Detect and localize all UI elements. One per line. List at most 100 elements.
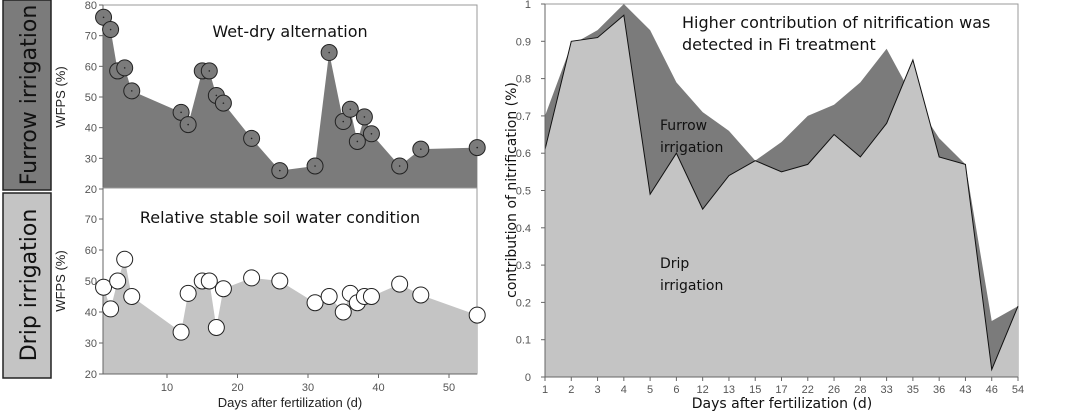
y-tick-label: 0.2 (516, 297, 531, 309)
y-axis-label: WFPS (%) (53, 66, 68, 127)
wfps-area (103, 259, 478, 374)
data-point-center (279, 169, 281, 172)
x-tick-label: 2 (568, 384, 574, 396)
x-tick-label: 50 (443, 382, 455, 394)
data-point-center (102, 16, 105, 19)
x-tick-label: 30 (302, 382, 314, 394)
data-point (102, 300, 120, 318)
y-tick-label: 0.3 (516, 260, 531, 272)
data-point (391, 275, 409, 293)
panel-title: Wet-dry alternation (212, 22, 367, 41)
y-tick-label: 0.6 (516, 148, 531, 160)
data-point (468, 306, 486, 324)
y-tick-label: 0 (525, 372, 531, 384)
y-tick-label: 60 (85, 61, 97, 73)
y-tick-label: 1 (525, 0, 531, 11)
x-tick-label: 36 (933, 384, 945, 396)
x-tick-label: 46 (986, 384, 998, 396)
y-axis-label: WFPS (%) (53, 250, 68, 311)
furrow-series-label: irrigation (660, 140, 723, 156)
furrow-wfps-chart: 20 30 40 50 60 70 80 WFPS (%) Wet-dry alternatio… (53, 0, 486, 196)
data-point-center (476, 146, 479, 149)
y-tick-label: 70 (85, 31, 97, 43)
x-tick-label: 54 (1012, 384, 1024, 396)
x-tick-label: 4 (621, 384, 627, 396)
x-tick-label: 13 (723, 384, 735, 396)
y-tick-label: 40 (85, 123, 97, 135)
data-point-center (187, 123, 189, 126)
y-tick-label: 20 (85, 369, 97, 381)
chart-title-line: detected in Fi treatment (682, 35, 876, 54)
data-point-center (130, 90, 133, 92)
y-tick-label: 50 (85, 276, 97, 288)
data-point-center (222, 102, 225, 104)
furrow-series-label: Furrow (660, 118, 707, 134)
wfps-area (103, 17, 478, 190)
data-point-center (342, 120, 345, 123)
drip-wfps-chart: 20 30 40 50 60 70 WFPS (%) Relative stable soil… (53, 187, 486, 410)
data-point (179, 284, 197, 302)
y-tick-label: 70 (85, 214, 97, 226)
data-point (362, 288, 380, 305)
data-point (207, 319, 225, 336)
data-point (95, 278, 113, 296)
data-point (306, 294, 324, 312)
y-tick-label: 0.4 (516, 223, 531, 235)
data-point-center (109, 28, 112, 31)
x-tick-label: 17 (775, 384, 787, 396)
furrow-label: Furrow irrigation (17, 5, 42, 186)
data-point-center (356, 140, 359, 143)
data-point (412, 286, 430, 304)
data-point-center (349, 108, 352, 111)
data-point-center (250, 137, 253, 140)
y-tick-label: 60 (85, 245, 97, 257)
furrow-label-box: Furrow irrigation (2, 0, 52, 191)
data-point (271, 272, 289, 290)
drip-label-box: Drip irrigation (2, 192, 52, 379)
y-tick-label: 30 (85, 338, 97, 350)
data-point-center (370, 133, 373, 135)
x-tick-label: 35 (907, 384, 919, 396)
nitrification-chart: 00.10.20.30.40.50.60.70.80.911 2 3 4 5 6 12 13 1… (504, 0, 1024, 411)
data-point (243, 269, 261, 287)
y-tick-label: 0.1 (516, 335, 531, 347)
data-point (109, 272, 127, 290)
data-point-center (215, 94, 218, 97)
x-tick-label: 6 (673, 384, 679, 396)
drip-area (545, 15, 1018, 377)
y-tick-label: 0.8 (516, 74, 531, 86)
y-tick-label: 0.9 (516, 36, 531, 48)
y-tick-label: 0.7 (516, 111, 531, 123)
data-point-center (180, 111, 182, 114)
y-tick-label: 30 (85, 153, 97, 165)
y-axis-label: contribution of nitrification (%) (504, 82, 520, 298)
x-tick-label: 15 (749, 384, 761, 396)
x-tick-label: 5 (647, 384, 653, 396)
data-point-center (398, 165, 401, 167)
y-tick-label: 0.5 (516, 186, 531, 198)
data-point (116, 250, 134, 268)
x-axis-label: Days after fertilization (d) (692, 396, 872, 411)
drip-series-label: Drip (660, 256, 689, 272)
data-point-center (123, 67, 126, 69)
y-tick-label: 40 (85, 307, 97, 319)
x-tick-label: 22 (802, 384, 814, 396)
x-tick-label: 20 (231, 382, 243, 394)
x-tick-label: 40 (372, 382, 384, 394)
data-point (172, 323, 190, 341)
x-tick-label: 43 (959, 384, 971, 396)
x-tick-label: 12 (697, 384, 709, 396)
x-tick-label: 10 (161, 382, 173, 394)
data-point (320, 288, 338, 305)
panel-title: Relative stable soil water condition (140, 208, 420, 227)
x-tick-label: 26 (828, 384, 840, 396)
data-point-center (314, 165, 316, 167)
y-tick-label: 20 (85, 184, 97, 196)
data-point-center (363, 116, 366, 118)
x-axis-label: Days after fertilization (d) (218, 395, 363, 410)
data-point (334, 303, 352, 321)
chart-title-line: Higher contribution of nitrification was (682, 13, 990, 32)
y-tick-label: 80 (85, 0, 97, 12)
data-point-center (328, 51, 330, 54)
